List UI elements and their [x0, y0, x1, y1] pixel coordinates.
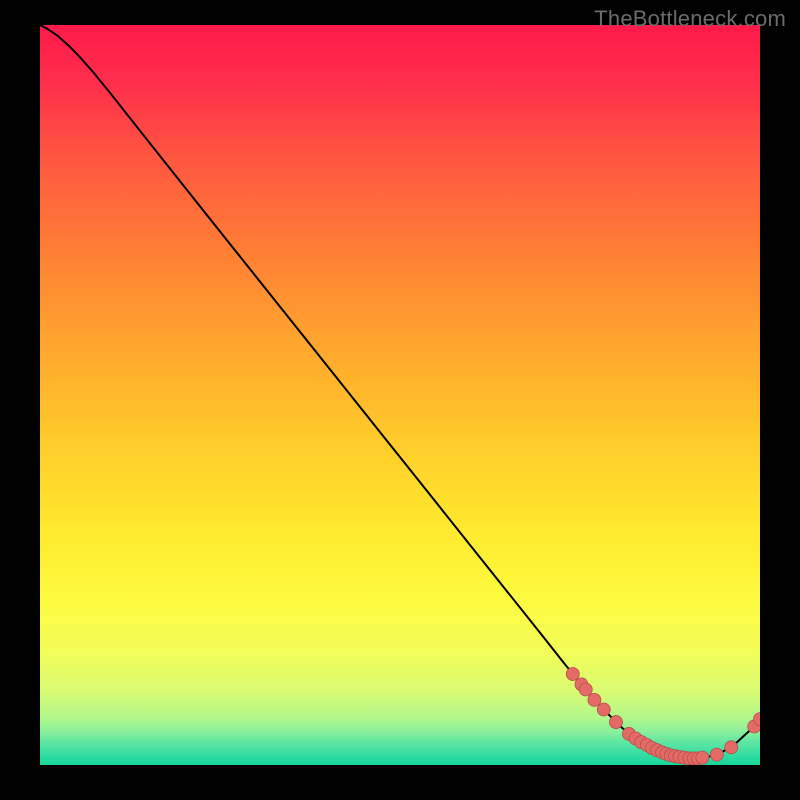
marker-point	[610, 716, 623, 729]
plot-area	[40, 25, 760, 765]
marker-point	[566, 667, 579, 680]
marker-point	[579, 683, 592, 696]
chart-svg	[40, 25, 760, 765]
marker-point	[725, 741, 738, 754]
watermark-text: TheBottleneck.com	[594, 6, 786, 32]
gradient-background	[40, 25, 760, 765]
marker-point	[696, 751, 709, 764]
marker-point	[710, 748, 723, 761]
marker-point	[597, 703, 610, 716]
chart-container: TheBottleneck.com	[0, 0, 800, 800]
marker-point	[588, 693, 601, 706]
